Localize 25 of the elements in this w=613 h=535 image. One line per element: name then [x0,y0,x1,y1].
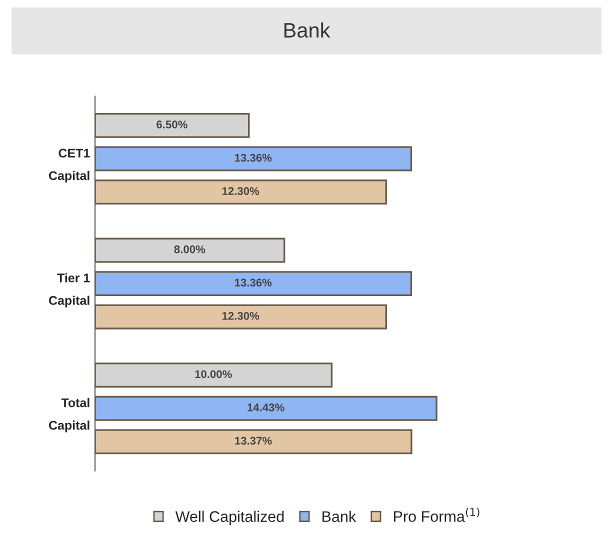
y-tick-label: Total Capital [48,398,90,432]
data-label: 8.00% [174,245,206,254]
bar [95,304,387,330]
bar [95,271,412,296]
legend-label: Well Capitalized [175,510,284,526]
bar [95,112,250,138]
data-label: 12.30% [222,187,260,196]
data-label: 13.36% [234,278,272,287]
bar [95,238,286,263]
bar [95,429,412,454]
data-label: 10.00% [195,370,232,378]
data-label: 6.50% [156,120,188,128]
data-label: 12.30% [222,312,260,320]
data-label: 13.36% [234,154,272,162]
y-tick-label: CET1 Capital [48,148,90,183]
bar [95,180,387,204]
data-label: 13.37% [235,436,272,445]
chart-title: Bank [284,22,330,38]
bar [95,362,333,388]
legend-label: Pro Forma$^{(1)}$ [394,508,480,522]
legend-label: Bank [322,510,356,522]
bar [95,396,438,421]
data-label: 14.43% [248,404,284,412]
bar [95,146,412,172]
y-tick-label: Tier 1 Capital [48,273,90,308]
